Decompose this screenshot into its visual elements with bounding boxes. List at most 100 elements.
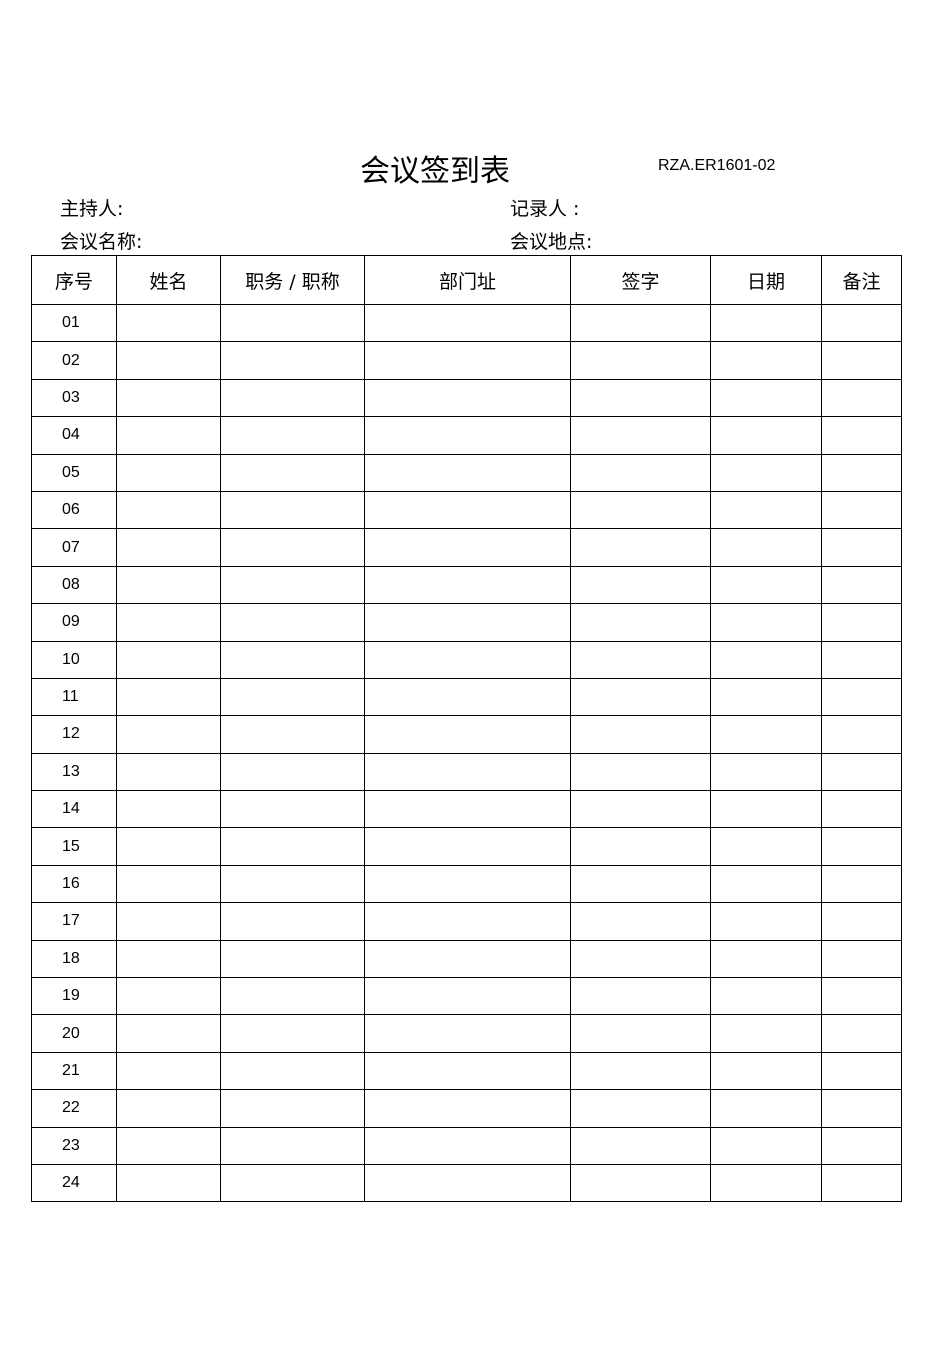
cell-signature[interactable] bbox=[570, 864, 711, 904]
cell-signature[interactable] bbox=[570, 827, 711, 866]
cell-name[interactable] bbox=[116, 603, 221, 642]
cell-department[interactable] bbox=[364, 864, 571, 904]
cell-title[interactable] bbox=[220, 453, 365, 492]
cell-remarks[interactable] bbox=[821, 677, 902, 717]
cell-department[interactable] bbox=[364, 528, 571, 567]
cell-department[interactable] bbox=[364, 378, 571, 418]
cell-remarks[interactable] bbox=[821, 715, 902, 754]
cell-department[interactable] bbox=[364, 341, 571, 380]
cell-title[interactable] bbox=[220, 378, 365, 418]
cell-department[interactable] bbox=[364, 565, 571, 605]
cell-signature[interactable] bbox=[570, 640, 711, 679]
cell-department[interactable] bbox=[364, 1163, 571, 1203]
cell-department[interactable] bbox=[364, 677, 571, 717]
cell-signature[interactable] bbox=[570, 565, 711, 605]
cell-name[interactable] bbox=[116, 1051, 221, 1091]
cell-remarks[interactable] bbox=[821, 790, 902, 829]
cell-date[interactable] bbox=[710, 603, 822, 642]
cell-title[interactable] bbox=[220, 565, 365, 605]
cell-title[interactable] bbox=[220, 1089, 365, 1128]
cell-signature[interactable] bbox=[570, 939, 711, 979]
cell-signature[interactable] bbox=[570, 528, 711, 567]
cell-remarks[interactable] bbox=[821, 752, 902, 792]
cell-title[interactable] bbox=[220, 864, 365, 904]
cell-name[interactable] bbox=[116, 752, 221, 792]
cell-department[interactable] bbox=[364, 490, 571, 530]
cell-date[interactable] bbox=[710, 416, 822, 455]
cell-date[interactable] bbox=[710, 677, 822, 717]
cell-remarks[interactable] bbox=[821, 902, 902, 941]
cell-remarks[interactable] bbox=[821, 565, 902, 605]
cell-signature[interactable] bbox=[570, 341, 711, 380]
cell-name[interactable] bbox=[116, 528, 221, 567]
cell-title[interactable] bbox=[220, 715, 365, 754]
cell-department[interactable] bbox=[364, 715, 571, 754]
cell-department[interactable] bbox=[364, 603, 571, 642]
cell-name[interactable] bbox=[116, 303, 221, 343]
cell-name[interactable] bbox=[116, 715, 221, 754]
cell-name[interactable] bbox=[116, 378, 221, 418]
cell-department[interactable] bbox=[364, 752, 571, 792]
cell-date[interactable] bbox=[710, 939, 822, 979]
cell-remarks[interactable] bbox=[821, 640, 902, 679]
cell-signature[interactable] bbox=[570, 1126, 711, 1165]
cell-remarks[interactable] bbox=[821, 303, 902, 343]
cell-date[interactable] bbox=[710, 303, 822, 343]
cell-signature[interactable] bbox=[570, 1014, 711, 1053]
cell-signature[interactable] bbox=[570, 603, 711, 642]
cell-remarks[interactable] bbox=[821, 1126, 902, 1165]
cell-remarks[interactable] bbox=[821, 827, 902, 866]
cell-department[interactable] bbox=[364, 1014, 571, 1053]
cell-department[interactable] bbox=[364, 977, 571, 1016]
cell-title[interactable] bbox=[220, 603, 365, 642]
cell-department[interactable] bbox=[364, 1089, 571, 1128]
cell-title[interactable] bbox=[220, 303, 365, 343]
cell-signature[interactable] bbox=[570, 902, 711, 941]
cell-name[interactable] bbox=[116, 864, 221, 904]
cell-remarks[interactable] bbox=[821, 490, 902, 530]
cell-department[interactable] bbox=[364, 902, 571, 941]
cell-date[interactable] bbox=[710, 827, 822, 866]
cell-remarks[interactable] bbox=[821, 977, 902, 1016]
cell-remarks[interactable] bbox=[821, 1163, 902, 1203]
cell-remarks[interactable] bbox=[821, 1089, 902, 1128]
cell-department[interactable] bbox=[364, 453, 571, 492]
cell-signature[interactable] bbox=[570, 677, 711, 717]
cell-name[interactable] bbox=[116, 939, 221, 979]
cell-name[interactable] bbox=[116, 1089, 221, 1128]
cell-remarks[interactable] bbox=[821, 528, 902, 567]
cell-title[interactable] bbox=[220, 416, 365, 455]
cell-name[interactable] bbox=[116, 1126, 221, 1165]
cell-date[interactable] bbox=[710, 640, 822, 679]
cell-signature[interactable] bbox=[570, 752, 711, 792]
cell-signature[interactable] bbox=[570, 453, 711, 492]
cell-signature[interactable] bbox=[570, 1089, 711, 1128]
cell-title[interactable] bbox=[220, 528, 365, 567]
cell-signature[interactable] bbox=[570, 416, 711, 455]
cell-title[interactable] bbox=[220, 752, 365, 792]
cell-date[interactable] bbox=[710, 752, 822, 792]
cell-remarks[interactable] bbox=[821, 341, 902, 380]
cell-signature[interactable] bbox=[570, 490, 711, 530]
cell-department[interactable] bbox=[364, 416, 571, 455]
cell-title[interactable] bbox=[220, 790, 365, 829]
cell-name[interactable] bbox=[116, 341, 221, 380]
cell-title[interactable] bbox=[220, 902, 365, 941]
cell-department[interactable] bbox=[364, 827, 571, 866]
cell-name[interactable] bbox=[116, 416, 221, 455]
cell-remarks[interactable] bbox=[821, 1051, 902, 1091]
cell-name[interactable] bbox=[116, 1014, 221, 1053]
cell-signature[interactable] bbox=[570, 1051, 711, 1091]
cell-title[interactable] bbox=[220, 1051, 365, 1091]
cell-date[interactable] bbox=[710, 1126, 822, 1165]
cell-date[interactable] bbox=[710, 378, 822, 418]
cell-name[interactable] bbox=[116, 453, 221, 492]
cell-title[interactable] bbox=[220, 1014, 365, 1053]
cell-signature[interactable] bbox=[570, 303, 711, 343]
cell-title[interactable] bbox=[220, 677, 365, 717]
cell-remarks[interactable] bbox=[821, 939, 902, 979]
cell-date[interactable] bbox=[710, 565, 822, 605]
cell-department[interactable] bbox=[364, 303, 571, 343]
cell-signature[interactable] bbox=[570, 977, 711, 1016]
cell-name[interactable] bbox=[116, 640, 221, 679]
